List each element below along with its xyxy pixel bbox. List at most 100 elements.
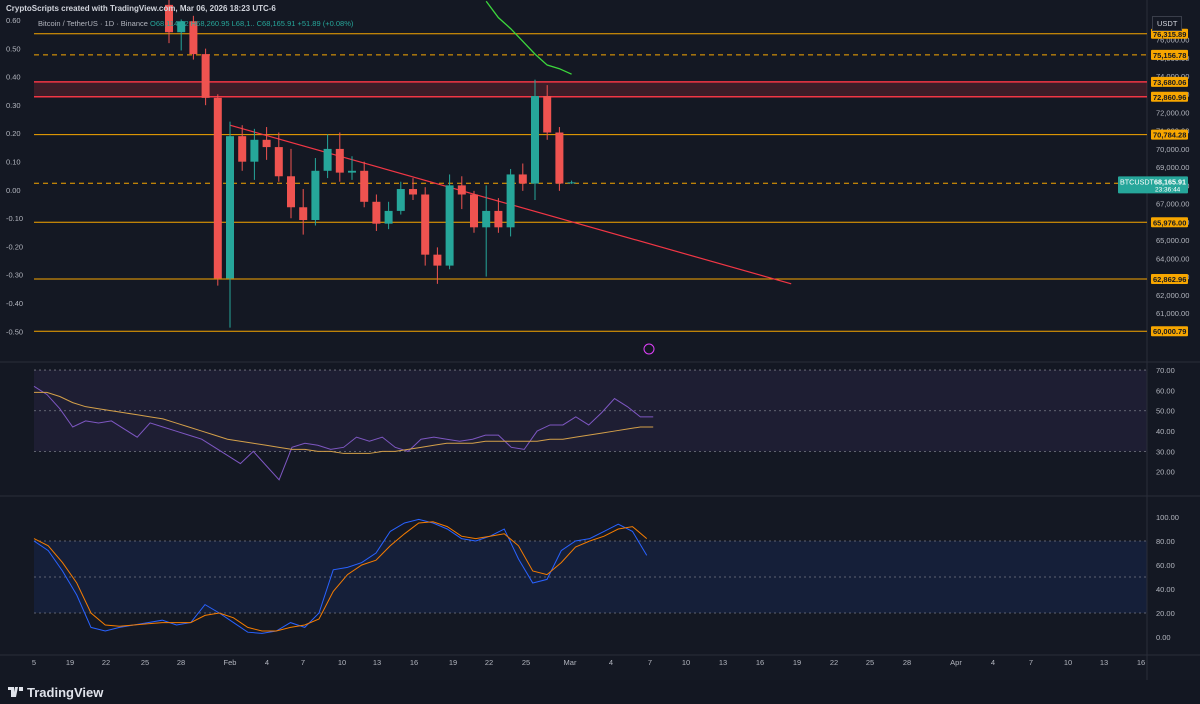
candle-body[interactable] bbox=[409, 189, 417, 195]
candle-body[interactable] bbox=[494, 210, 503, 228]
tradingview-logo[interactable]: TradingView bbox=[8, 685, 103, 700]
price-level-label-bg bbox=[1151, 49, 1188, 60]
time-tick-label: Apr bbox=[950, 658, 962, 667]
rsi-tick-label: 30.00 bbox=[1156, 447, 1175, 456]
rsi-tick-label: 40.00 bbox=[1156, 427, 1175, 436]
candle-body[interactable] bbox=[470, 194, 478, 228]
stoch-d-line bbox=[33, 521, 648, 632]
brand-name: TradingView bbox=[27, 685, 104, 700]
stoch-tick-label: 40.00 bbox=[1156, 585, 1175, 594]
candle-body[interactable] bbox=[531, 96, 539, 184]
left-scale-tick-label: -0.20 bbox=[6, 242, 23, 251]
candle-body[interactable] bbox=[311, 170, 320, 221]
time-tick-label: 22 bbox=[830, 658, 838, 667]
candle-body[interactable] bbox=[262, 139, 271, 148]
time-tick-label: 19 bbox=[449, 658, 457, 667]
time-tick-label: 19 bbox=[793, 658, 801, 667]
price-level-label: 76,315.89 bbox=[1153, 30, 1186, 39]
left-scale-tick-label: -0.30 bbox=[6, 271, 23, 280]
candle-body[interactable] bbox=[506, 174, 515, 228]
time-tick-label: 16 bbox=[756, 658, 764, 667]
chart-background bbox=[0, 0, 1200, 680]
stoch-tick-label: 100.00 bbox=[1156, 513, 1179, 522]
price-level-label-bg bbox=[1151, 274, 1188, 285]
candle-body[interactable] bbox=[396, 189, 405, 211]
last-price-countdown: 23:36:44 bbox=[1155, 186, 1181, 193]
candle-body[interactable] bbox=[555, 132, 564, 184]
candle-body[interactable] bbox=[189, 21, 198, 55]
symbol-line: Bitcoin / TetherUS · 1D · Binance bbox=[38, 19, 148, 28]
left-scale-tick-label: 0.60 bbox=[6, 16, 21, 25]
stoch-tick-label: 20.00 bbox=[1156, 609, 1175, 618]
stoch-tick-label: 0.00 bbox=[1156, 633, 1171, 642]
candle-body[interactable] bbox=[567, 182, 576, 184]
time-tick-label: 25 bbox=[866, 658, 874, 667]
time-tick-label: 13 bbox=[1100, 658, 1108, 667]
price-tick-label: 76,000.00 bbox=[1156, 36, 1189, 45]
time-tick-label: 10 bbox=[682, 658, 690, 667]
last-price-value: 68,165.91 bbox=[1154, 177, 1186, 186]
candle-body[interactable] bbox=[287, 176, 295, 208]
rsi-line bbox=[33, 385, 654, 481]
currency-button[interactable]: USDT bbox=[1152, 16, 1183, 31]
price-tick-label: 70,000.00 bbox=[1156, 145, 1189, 154]
event-marker-icon[interactable] bbox=[643, 343, 655, 355]
candle-body[interactable] bbox=[201, 54, 210, 98]
time-tick-label: 16 bbox=[1137, 658, 1145, 667]
candle-body[interactable] bbox=[165, 4, 173, 33]
price-tick-label: 72,000.00 bbox=[1156, 108, 1189, 117]
price-tick-label: 74,000.00 bbox=[1156, 72, 1189, 81]
candle-body[interactable] bbox=[384, 210, 393, 224]
time-tick-label: 10 bbox=[1064, 658, 1072, 667]
left-scale-tick-label: -0.10 bbox=[6, 214, 23, 223]
price-level-label-bg bbox=[1151, 326, 1188, 337]
time-tick-label: 28 bbox=[903, 658, 911, 667]
price-level-label-bg bbox=[1151, 129, 1188, 140]
time-tick-label: 7 bbox=[648, 658, 652, 667]
candle-body[interactable] bbox=[445, 185, 454, 266]
candle-body[interactable] bbox=[238, 136, 247, 162]
footer-bar: TradingView bbox=[0, 680, 1200, 704]
candle-body[interactable] bbox=[335, 148, 344, 173]
candle-body[interactable] bbox=[226, 136, 234, 279]
time-tick-label: 16 bbox=[410, 658, 418, 667]
time-tick-label: 7 bbox=[301, 658, 305, 667]
candle-body[interactable] bbox=[518, 174, 527, 184]
price-tick-label: 67,000.00 bbox=[1156, 200, 1189, 209]
left-scale-tick-label: 0.40 bbox=[6, 73, 21, 82]
candle-body[interactable] bbox=[299, 207, 308, 221]
candle-body[interactable] bbox=[482, 210, 491, 228]
time-tick-label: 5 bbox=[32, 658, 36, 667]
time-tick-label: 7 bbox=[1029, 658, 1033, 667]
price-level-label-bg bbox=[1151, 28, 1188, 39]
time-tick-label: 4 bbox=[609, 658, 613, 667]
left-scale-tick-label: -0.50 bbox=[6, 327, 23, 336]
time-tick-label: 22 bbox=[102, 658, 110, 667]
left-scale-tick-label: -0.40 bbox=[6, 299, 23, 308]
candle-body[interactable] bbox=[421, 194, 430, 255]
rsi-tick-label: 50.00 bbox=[1156, 407, 1175, 416]
last-price-label-bg bbox=[1118, 176, 1188, 194]
time-tick-label: 13 bbox=[719, 658, 727, 667]
ohlc-readout: O68,114.02 H68,260.95 L68,1.. C68,165.91… bbox=[150, 19, 354, 28]
candle-body[interactable] bbox=[213, 97, 222, 279]
time-tick-label: 28 bbox=[177, 658, 185, 667]
price-level-label: 60,000.79 bbox=[1153, 327, 1186, 336]
candle-body[interactable] bbox=[348, 170, 356, 173]
left-scale-tick-label: 0.20 bbox=[6, 129, 21, 138]
candle-body[interactable] bbox=[177, 21, 186, 33]
candle-body[interactable] bbox=[274, 147, 283, 177]
candle-body[interactable] bbox=[360, 170, 369, 202]
candle-body[interactable] bbox=[457, 185, 466, 195]
candle-body[interactable] bbox=[543, 96, 552, 133]
candle-body[interactable] bbox=[323, 148, 332, 171]
left-scale-tick-label: 0.10 bbox=[6, 158, 21, 167]
candle-body[interactable] bbox=[433, 254, 442, 266]
chart-canvas[interactable]: 76,000.0075,000.0074,000.0073,000.0072,0… bbox=[0, 0, 1200, 680]
candle-body[interactable] bbox=[250, 139, 259, 162]
price-tick-label: 65,000.00 bbox=[1156, 236, 1189, 245]
rsi-tick-label: 20.00 bbox=[1156, 468, 1175, 477]
left-scale-tick-label: 0.50 bbox=[6, 44, 21, 53]
symbol-legend[interactable]: Bitcoin / TetherUS · 1D · Binance O68,11… bbox=[38, 19, 353, 28]
candle-body[interactable] bbox=[372, 201, 381, 224]
